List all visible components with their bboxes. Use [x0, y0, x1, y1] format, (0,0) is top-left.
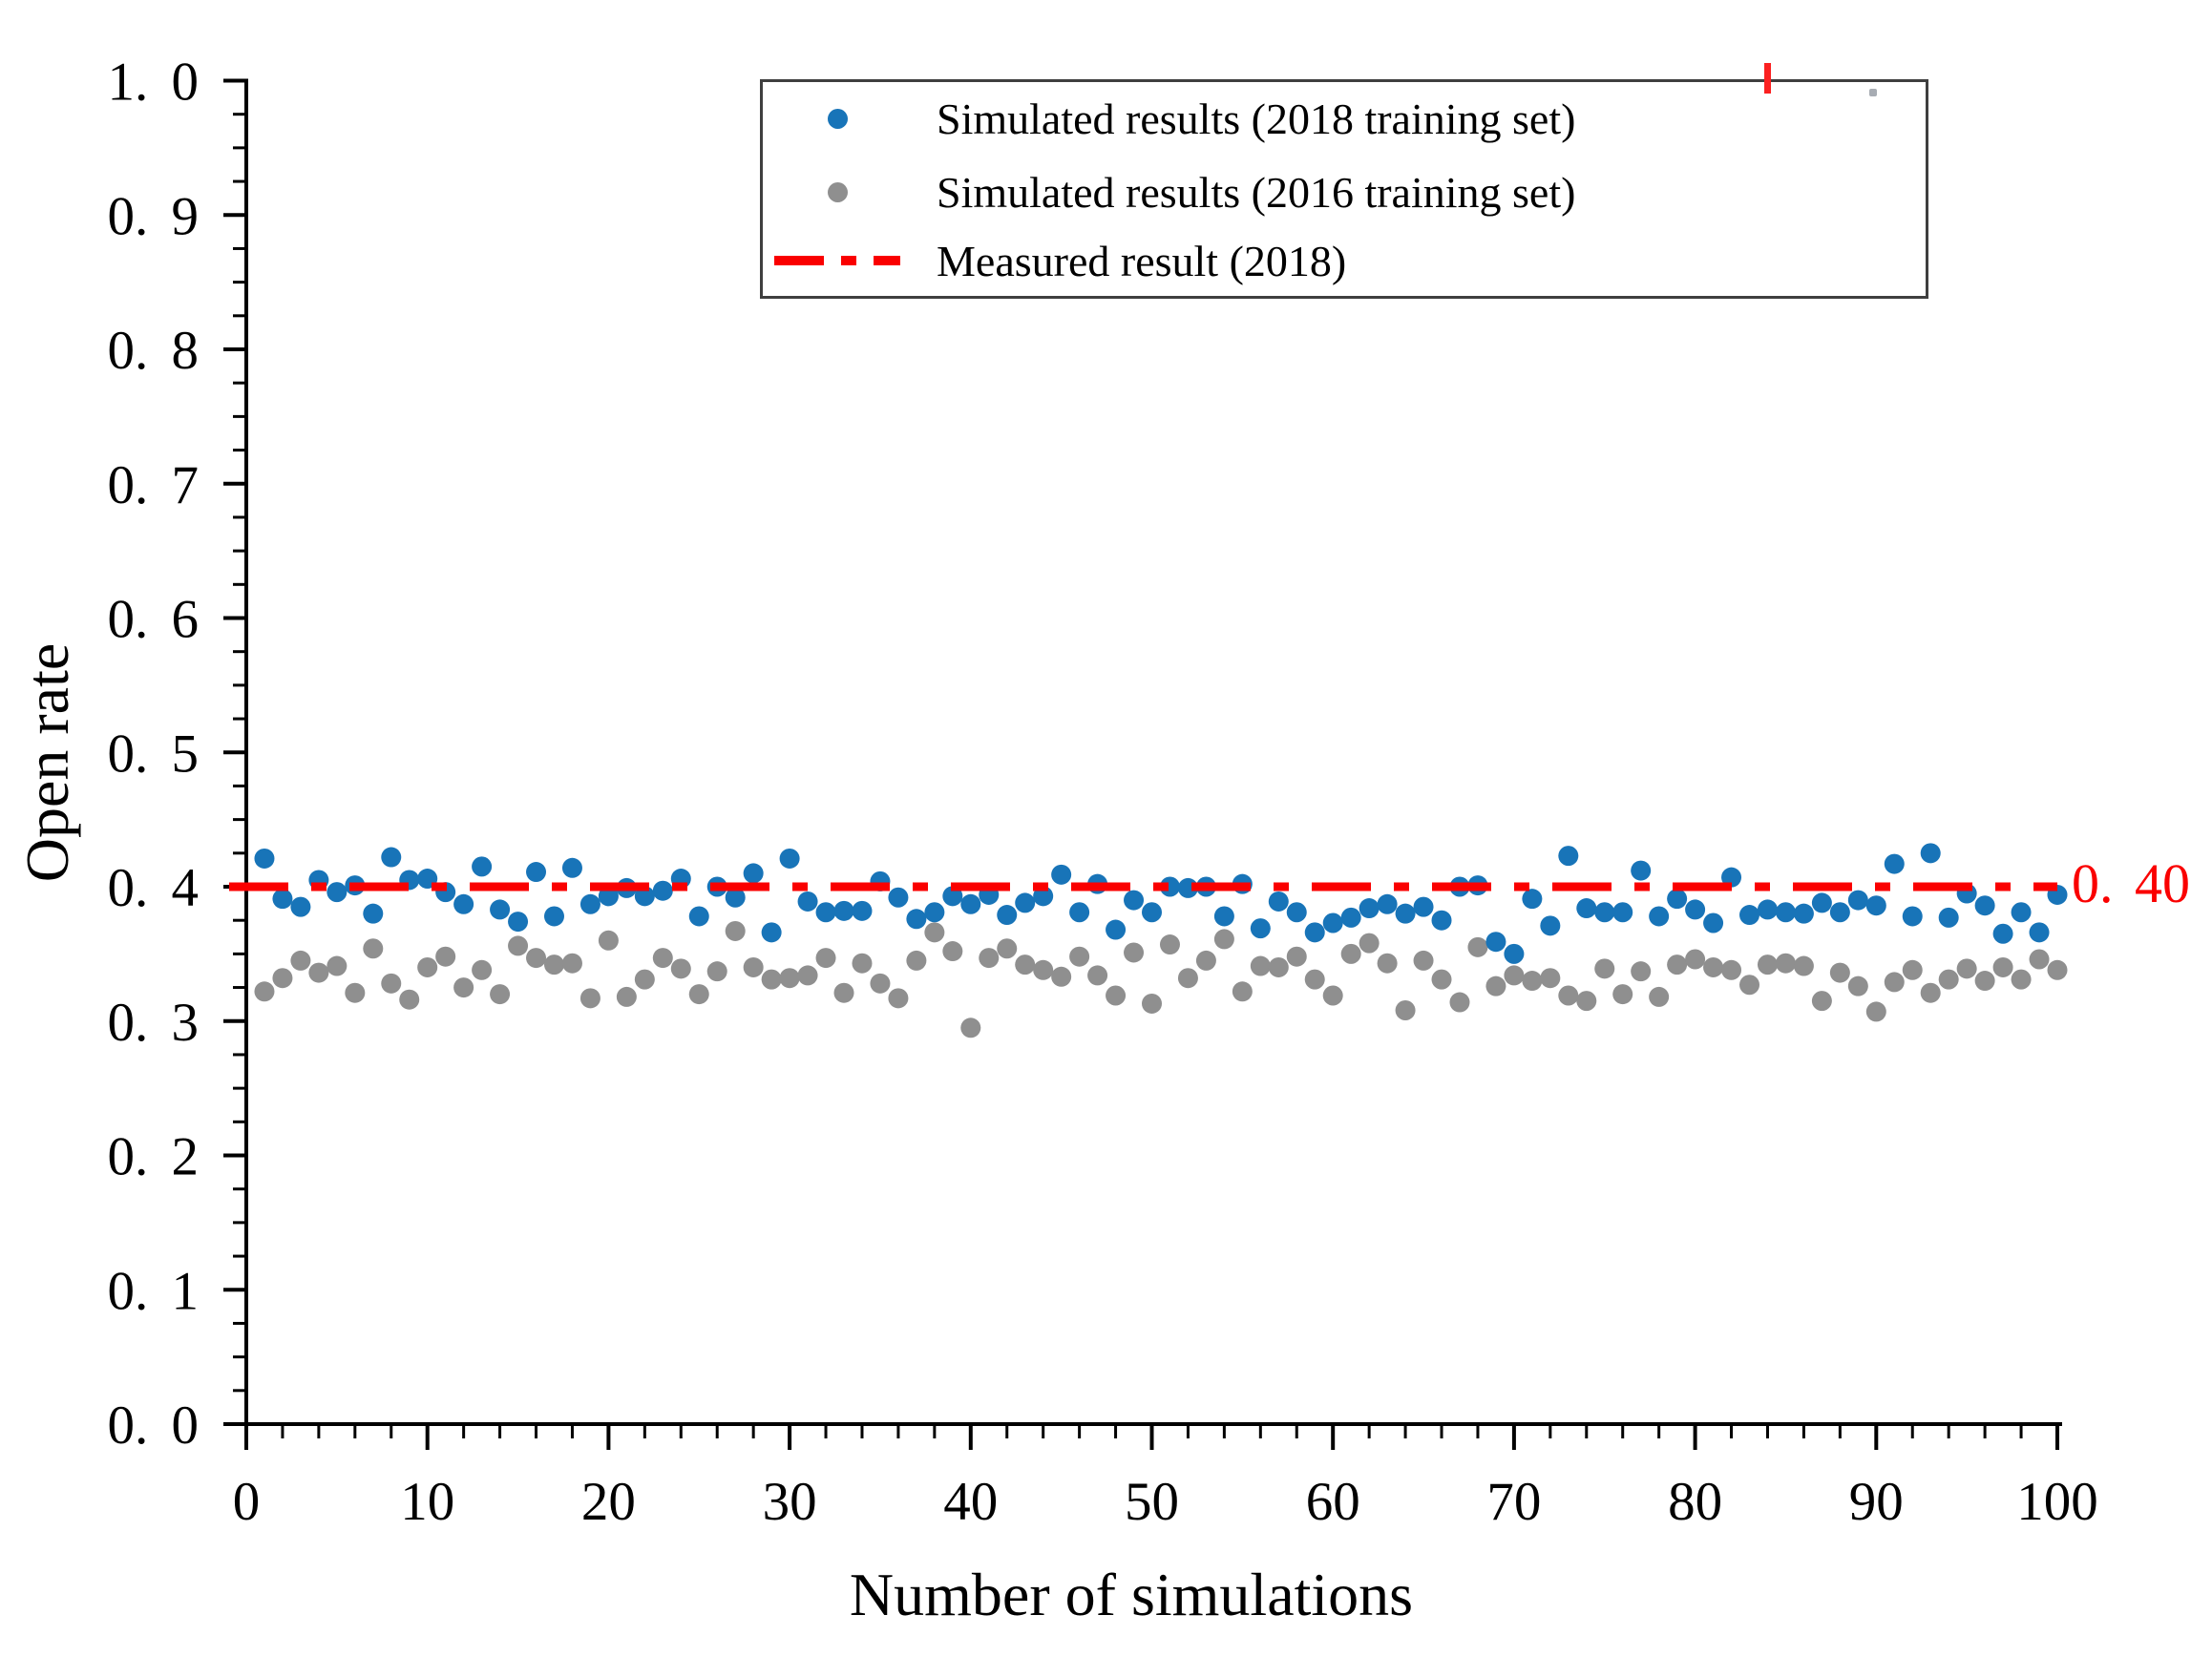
series-2016 — [254, 920, 2068, 1038]
legend-label-2016: Simulated results (2016 training set) — [937, 167, 1576, 217]
svg-text:0. 4: 0. 4 — [108, 858, 200, 918]
legend-label-2018: Simulated results (2018 training set) — [937, 94, 1576, 143]
legend: Simulated results (2018 training set) Si… — [760, 79, 1928, 299]
legend-row-measured: Measured result (2018) — [763, 236, 1926, 285]
svg-text:70: 70 — [1486, 1472, 1541, 1532]
svg-text:0. 8: 0. 8 — [108, 321, 200, 381]
svg-text:50: 50 — [1125, 1472, 1179, 1532]
legend-marker-2016-icon — [770, 181, 904, 202]
svg-text:0. 5: 0. 5 — [108, 724, 200, 784]
svg-text:0. 0: 0. 0 — [108, 1395, 200, 1456]
legend-dashdot-line-icon — [770, 255, 904, 266]
svg-text:80: 80 — [1668, 1472, 1722, 1532]
svg-text:60: 60 — [1306, 1472, 1360, 1532]
svg-text:20: 20 — [581, 1472, 636, 1532]
svg-text:0. 2: 0. 2 — [108, 1127, 200, 1187]
svg-text:0. 1: 0. 1 — [108, 1261, 200, 1321]
y-axis-title: Open rate — [13, 642, 81, 883]
svg-text:100: 100 — [2016, 1472, 2098, 1532]
svg-text:0. 9: 0. 9 — [108, 186, 200, 246]
svg-text:90: 90 — [1849, 1472, 1904, 1532]
legend-row-2018: Simulated results (2018 training set) — [763, 94, 1926, 143]
svg-text:0. 7: 0. 7 — [108, 455, 200, 515]
svg-text:1. 0: 1. 0 — [108, 52, 200, 113]
gray-speck-artifact — [1869, 89, 1877, 96]
svg-text:40: 40 — [943, 1472, 998, 1532]
svg-text:0. 6: 0. 6 — [108, 590, 200, 650]
x-axis-title: Number of simulations — [849, 1561, 1414, 1628]
red-artifact-mark — [1764, 63, 1771, 94]
svg-text:0: 0 — [233, 1472, 261, 1532]
svg-text:30: 30 — [763, 1472, 817, 1532]
legend-row-2016: Simulated results (2016 training set) — [763, 167, 1926, 217]
svg-text:0. 3: 0. 3 — [108, 993, 200, 1053]
measured-value-label: 0. 40 — [2072, 852, 2190, 914]
legend-label-measured: Measured result (2018) — [937, 236, 1347, 285]
svg-text:10: 10 — [400, 1472, 454, 1532]
axis-tick-labels: 0. 0 0. 1 0. 2 0. 3 0. 4 0. 5 0. 6 0. 7 0. 8 0. 9… — [108, 52, 2098, 1533]
axis-ticks — [223, 78, 2059, 1450]
data-points — [254, 843, 2068, 1038]
legend-marker-2018-icon — [770, 108, 904, 129]
